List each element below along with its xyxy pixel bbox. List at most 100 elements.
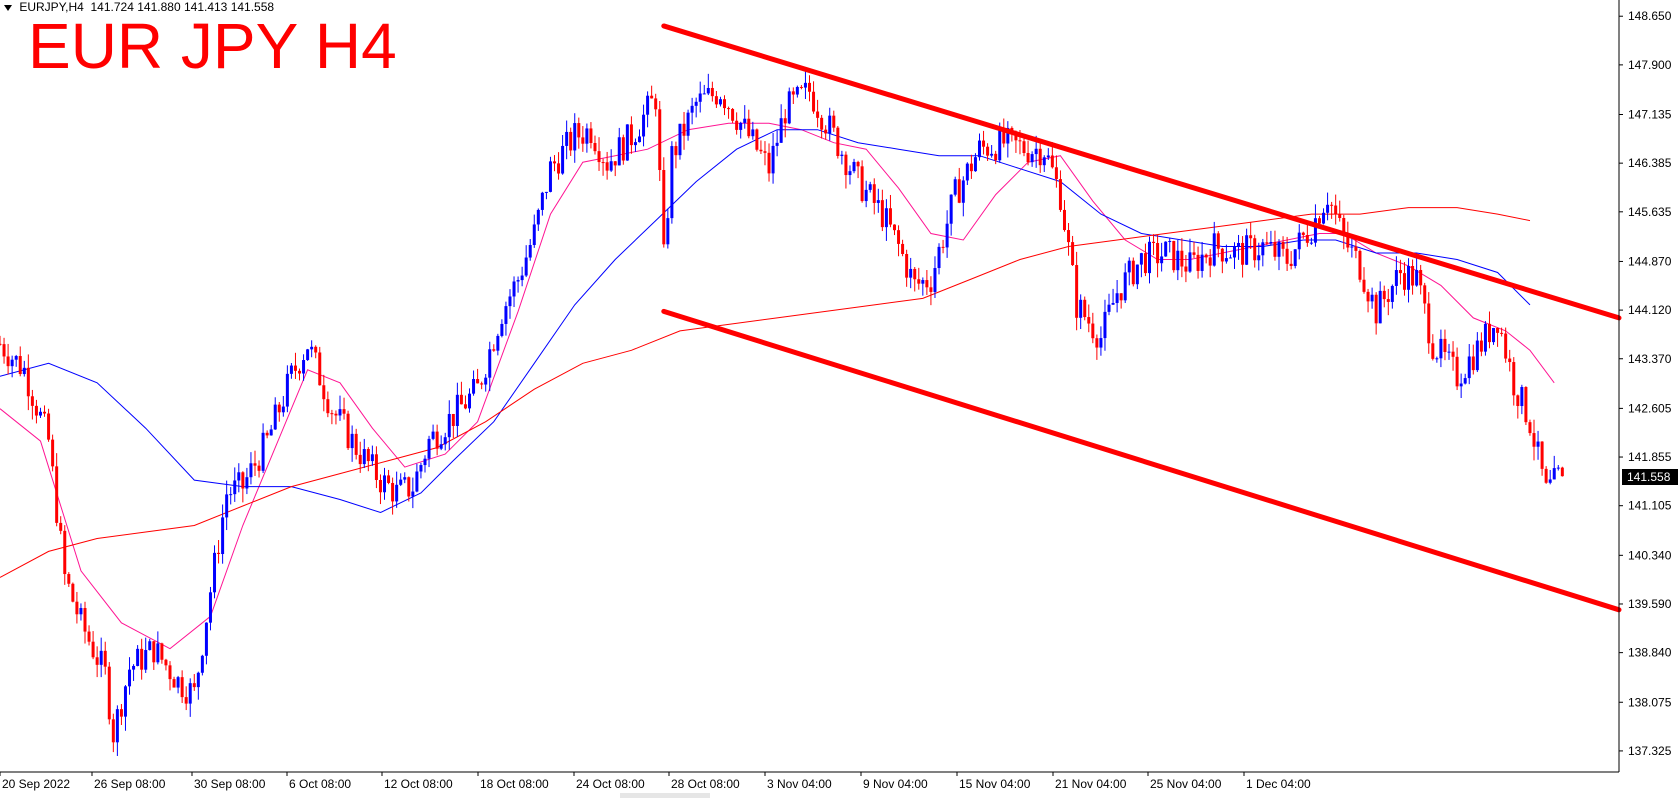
y-tick-label: 141.105 <box>1628 499 1672 513</box>
collapse-triangle-icon[interactable] <box>4 4 12 11</box>
candle-body <box>536 209 540 225</box>
candle-body <box>990 153 994 156</box>
candle-body <box>617 137 621 166</box>
candle-body <box>1342 218 1346 236</box>
y-tick-label: 141.855 <box>1628 450 1672 464</box>
candle-body <box>925 280 929 288</box>
candle-body <box>374 454 378 480</box>
candle-body <box>1326 204 1330 213</box>
candle-body <box>1398 270 1402 274</box>
candle-body <box>949 194 953 224</box>
candle-body <box>427 438 431 459</box>
candle-body <box>694 101 698 106</box>
y-tick-label: 147.135 <box>1628 108 1672 122</box>
candle-body <box>63 530 67 575</box>
candle-body <box>435 431 439 449</box>
candle-body <box>706 87 710 94</box>
candle-body <box>1455 356 1459 387</box>
candle-body <box>714 96 718 105</box>
candle-body <box>1204 254 1208 258</box>
candle-body <box>1374 294 1378 324</box>
candle-body <box>395 484 399 502</box>
y-tick-label: 145.635 <box>1628 205 1672 219</box>
candle-body <box>1160 256 1164 264</box>
candle-body <box>937 246 941 269</box>
candle-body <box>1241 242 1245 265</box>
candle-body <box>589 128 593 143</box>
x-tick-label: 28 Oct 08:00 <box>671 777 740 791</box>
candle-body <box>880 200 884 228</box>
current-price-label: 141.558 <box>1622 469 1678 485</box>
candle-body <box>302 360 306 374</box>
candle-body <box>1431 343 1435 359</box>
candle-body <box>917 279 921 284</box>
candle-body <box>1552 468 1556 480</box>
candle-body <box>500 323 504 336</box>
moving-average-line <box>0 129 1531 514</box>
y-tick-label: 139.590 <box>1628 597 1672 611</box>
candle-body <box>633 142 637 146</box>
candle-body <box>99 650 103 665</box>
candle-body <box>1390 285 1394 302</box>
candle-body <box>1058 179 1062 210</box>
candle-body <box>735 120 739 130</box>
candle-body <box>901 243 905 254</box>
candle-body <box>1427 303 1431 344</box>
candle-body <box>411 491 415 497</box>
candle-body <box>298 370 302 374</box>
candle-body <box>1119 293 1123 301</box>
candle-body <box>289 365 293 374</box>
candle-body <box>933 268 937 292</box>
candle-body <box>1520 387 1524 407</box>
candle-body <box>1038 148 1042 166</box>
candle-body <box>1200 254 1204 271</box>
candle-body <box>897 230 901 244</box>
candle-body <box>836 127 840 157</box>
candle-body <box>1232 246 1236 258</box>
candle-body <box>1504 333 1508 359</box>
candle-body <box>892 224 896 231</box>
candle-body <box>1471 356 1475 371</box>
candle-body <box>496 335 500 351</box>
candle-body <box>524 257 528 276</box>
candle-body <box>913 268 917 280</box>
candle-body <box>419 465 423 472</box>
symbol-label: EURJPY,H4 <box>19 0 84 14</box>
candle-body <box>1334 205 1338 215</box>
candle-body <box>1362 279 1366 292</box>
candle-body <box>366 449 370 462</box>
candle-body <box>787 91 791 124</box>
candle-body <box>1338 214 1342 219</box>
horizontal-scrollbar[interactable] <box>620 793 710 798</box>
candle-body <box>670 146 674 219</box>
candle-body <box>1022 141 1026 153</box>
candle-body <box>1487 323 1491 343</box>
candle-body <box>47 413 51 440</box>
chart-overlay-title: EUR JPY H4 <box>28 10 397 82</box>
candle-body <box>253 463 257 466</box>
candle-body <box>225 494 229 518</box>
candle-body <box>338 409 342 416</box>
candle-body <box>83 608 87 632</box>
candle-body <box>1147 241 1151 274</box>
candle-body <box>476 379 480 384</box>
candle-body <box>318 352 322 386</box>
candle-body <box>123 686 127 717</box>
channel-trendline[interactable] <box>661 23 1622 321</box>
candle-body <box>577 123 581 138</box>
y-tick-label: 138.840 <box>1628 646 1672 660</box>
candle-body <box>1067 230 1071 243</box>
candle-body <box>334 413 338 416</box>
candle-body <box>1099 338 1103 348</box>
candle-body <box>2 344 6 357</box>
candle-body <box>1492 327 1496 343</box>
candle-body <box>1245 235 1249 265</box>
candle-body <box>998 128 1002 161</box>
candle-body <box>1479 340 1483 352</box>
channel-trendline[interactable] <box>661 308 1622 613</box>
candle-body <box>233 480 237 495</box>
y-tick-label: 143.370 <box>1628 352 1672 366</box>
candles <box>0 71 1564 756</box>
candle-body <box>285 373 289 407</box>
